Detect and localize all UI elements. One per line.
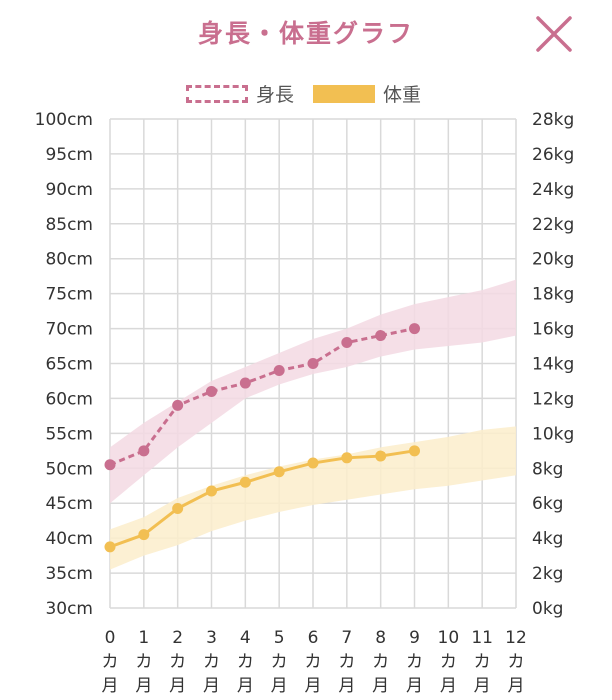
x-tick-unit-ka: カ xyxy=(169,652,186,672)
height-data-point xyxy=(341,337,352,348)
x-tick-unit-month: 月 xyxy=(508,676,525,696)
x-tick-label: 7 xyxy=(341,628,352,648)
x-tick-unit-ka: カ xyxy=(203,652,220,672)
y-left-tick-label: 70cm xyxy=(45,320,93,340)
x-tick-label: 4 xyxy=(240,628,251,648)
x-tick-unit-month: 月 xyxy=(102,676,119,696)
x-tick-unit-month: 月 xyxy=(135,676,152,696)
x-tick-unit-ka: カ xyxy=(338,652,355,672)
x-tick-label: 0 xyxy=(105,628,116,648)
height-data-point xyxy=(105,459,116,470)
y-left-tick-label: 95cm xyxy=(45,145,93,165)
x-tick-unit-month: 月 xyxy=(474,676,491,696)
x-tick-unit-ka: カ xyxy=(102,652,119,672)
height-data-point xyxy=(172,400,183,411)
x-tick-unit-ka: カ xyxy=(271,652,288,672)
y-left-tick-label: 100cm xyxy=(35,110,93,130)
height-data-point xyxy=(206,386,217,397)
x-tick-unit-ka: カ xyxy=(440,652,457,672)
y-left-tick-label: 55cm xyxy=(45,424,93,444)
weight-data-point xyxy=(375,451,386,462)
x-tick-unit-ka: カ xyxy=(372,652,389,672)
weight-data-point xyxy=(172,503,183,514)
height-data-point xyxy=(308,358,319,369)
height-data-point xyxy=(409,323,420,334)
x-tick-label: 9 xyxy=(409,628,420,648)
x-tick-label: 1 xyxy=(138,628,149,648)
y-left-tick-label: 30cm xyxy=(45,599,93,619)
y-right-tick-label: 10kg xyxy=(532,424,574,444)
x-tick-unit-ka: カ xyxy=(474,652,491,672)
x-tick-unit-month: 月 xyxy=(338,676,355,696)
y-left-tick-label: 50cm xyxy=(45,459,93,479)
weight-data-point xyxy=(308,458,319,469)
y-right-tick-label: 28kg xyxy=(532,110,574,130)
x-tick-label: 12 xyxy=(505,628,527,648)
y-right-tick-label: 26kg xyxy=(532,145,574,165)
height-data-point xyxy=(240,378,251,389)
y-right-tick-label: 8kg xyxy=(532,459,563,479)
weight-data-point xyxy=(138,529,149,540)
y-left-tick-label: 40cm xyxy=(45,529,93,549)
y-left-tick-label: 45cm xyxy=(45,494,93,514)
y-right-tick-label: 4kg xyxy=(532,529,563,549)
weight-data-point xyxy=(206,485,217,496)
x-tick-unit-ka: カ xyxy=(508,652,525,672)
y-right-tick-label: 14kg xyxy=(532,355,574,375)
x-tick-label: 10 xyxy=(438,628,460,648)
y-right-tick-label: 24kg xyxy=(532,180,574,200)
weight-data-point xyxy=(341,452,352,463)
weight-data-point xyxy=(240,477,251,488)
weight-data-point xyxy=(409,445,420,456)
x-tick-unit-month: 月 xyxy=(169,676,186,696)
x-tick-unit-ka: カ xyxy=(135,652,152,672)
weight-data-point xyxy=(274,466,285,477)
y-right-tick-label: 22kg xyxy=(532,215,574,235)
x-tick-unit-month: 月 xyxy=(237,676,254,696)
x-tick-label: 6 xyxy=(308,628,319,648)
y-left-tick-label: 65cm xyxy=(45,355,93,375)
x-tick-unit-month: 月 xyxy=(372,676,389,696)
x-tick-unit-ka: カ xyxy=(305,652,322,672)
y-left-tick-label: 80cm xyxy=(45,250,93,270)
x-tick-unit-month: 月 xyxy=(406,676,423,696)
y-right-tick-label: 0kg xyxy=(532,599,563,619)
x-tick-label: 8 xyxy=(375,628,386,648)
y-left-tick-label: 60cm xyxy=(45,389,93,409)
height-data-point xyxy=(138,445,149,456)
y-right-tick-label: 16kg xyxy=(532,320,574,340)
x-tick-unit-month: 月 xyxy=(440,676,457,696)
y-right-tick-label: 18kg xyxy=(532,285,574,305)
x-tick-unit-ka: カ xyxy=(406,652,423,672)
height-data-point xyxy=(274,365,285,376)
y-left-tick-label: 75cm xyxy=(45,285,93,305)
y-right-tick-label: 12kg xyxy=(532,389,574,409)
y-left-tick-label: 35cm xyxy=(45,564,93,584)
y-left-tick-label: 85cm xyxy=(45,215,93,235)
x-tick-unit-ka: カ xyxy=(237,652,254,672)
x-tick-unit-month: 月 xyxy=(305,676,322,696)
x-tick-label: 3 xyxy=(206,628,217,648)
x-tick-unit-month: 月 xyxy=(271,676,288,696)
y-right-tick-label: 20kg xyxy=(532,250,574,270)
weight-data-point xyxy=(105,541,116,552)
y-left-tick-label: 90cm xyxy=(45,180,93,200)
y-right-tick-label: 2kg xyxy=(532,564,563,584)
x-tick-unit-month: 月 xyxy=(203,676,220,696)
x-tick-label: 2 xyxy=(172,628,183,648)
x-tick-label: 5 xyxy=(274,628,285,648)
y-right-tick-label: 6kg xyxy=(532,494,563,514)
height-data-point xyxy=(375,330,386,341)
x-tick-label: 11 xyxy=(471,628,493,648)
